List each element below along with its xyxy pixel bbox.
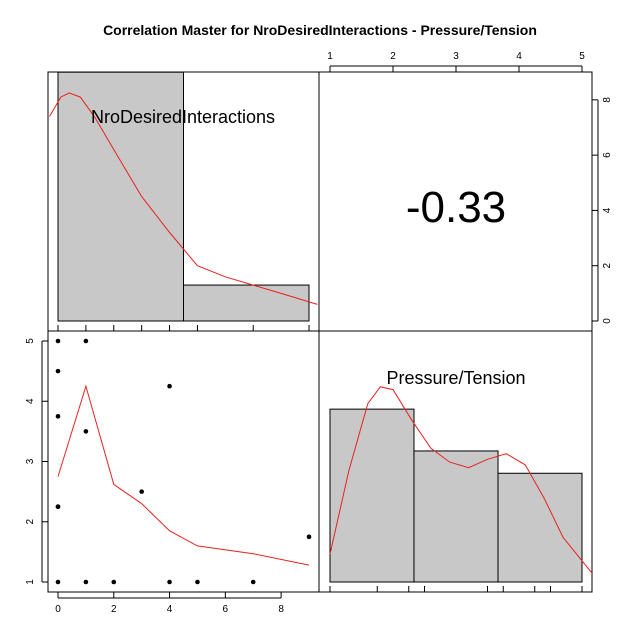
top-axis-tick-label: 1: [327, 51, 333, 62]
axes: 1 2 3 4 5 0 2 4 6 8 0 2 4 6 8 1 2 3 4 5: [25, 51, 613, 615]
top-axis-tick-label: 5: [579, 51, 585, 62]
histogram-bar: [413, 450, 499, 583]
bottom-axis-tick-label: 4: [167, 604, 173, 615]
scatter-point: [167, 383, 172, 389]
left-axis-tick-label: 2: [25, 519, 36, 525]
scatter-point: [55, 414, 61, 419]
histogram-bar: [329, 408, 415, 583]
scatter-point: [83, 338, 89, 344]
bottom-axis-tick-label: 0: [55, 604, 61, 615]
scatter-point: [139, 489, 144, 494]
left-axis-tick-label: 4: [25, 398, 36, 404]
scatter-point: [83, 579, 89, 585]
right-axis-tick-label: 6: [602, 152, 613, 158]
density-curve-pressure: [329, 386, 592, 574]
right-axis-tick-label: 4: [602, 207, 613, 213]
bottom-axis-tick-label: 6: [223, 604, 229, 615]
left-axis-tick-label: 1: [25, 579, 36, 585]
scatter-point: [55, 504, 61, 509]
top-axis-tick-label: 2: [390, 51, 396, 62]
scatter-point: [250, 579, 256, 585]
bottom-axis-tick-label: 8: [278, 604, 284, 615]
panel-bottom-left: [47, 330, 320, 593]
top-axis-tick-label: 4: [516, 51, 522, 62]
histogram-nro-desired-interactions: [49, 71, 318, 331]
variable-label-pressure-tension: Pressure/Tension: [386, 368, 525, 388]
left-axis-tick-label: 3: [25, 458, 36, 464]
histogram-bar: [497, 472, 583, 583]
scatter-point: [167, 579, 172, 585]
right-axis-tick-label: 2: [602, 262, 613, 268]
scatter-point: [83, 429, 89, 434]
scatter-panel: [55, 338, 312, 585]
scatter-point: [55, 368, 61, 374]
density-curve-nro: [49, 92, 318, 305]
bottom-axis-tick-label: 2: [111, 604, 117, 615]
right-axis-tick-label: 0: [602, 318, 613, 324]
panel-bottom-right: [318, 330, 593, 593]
top-axis-tick-label: 3: [453, 51, 459, 62]
scatter-point: [111, 579, 117, 585]
left-axis-tick-label: 5: [25, 338, 36, 344]
histogram-bar: [57, 71, 184, 322]
scatter-point: [55, 579, 61, 585]
chart-title: Correlation Master for NroDesiredInterac…: [103, 22, 537, 38]
variable-label-nro-desired-interactions: NroDesiredInteractions: [91, 107, 275, 127]
correlation-value: -0.33: [406, 183, 506, 232]
histogram-bar: [183, 284, 310, 322]
scatter-point: [195, 579, 200, 585]
smoother-line: [57, 384, 310, 566]
scatter-point: [55, 338, 61, 344]
histogram-pressure-tension: [329, 386, 592, 592]
scatter-point: [306, 534, 312, 540]
right-axis-tick-label: 8: [602, 97, 613, 103]
